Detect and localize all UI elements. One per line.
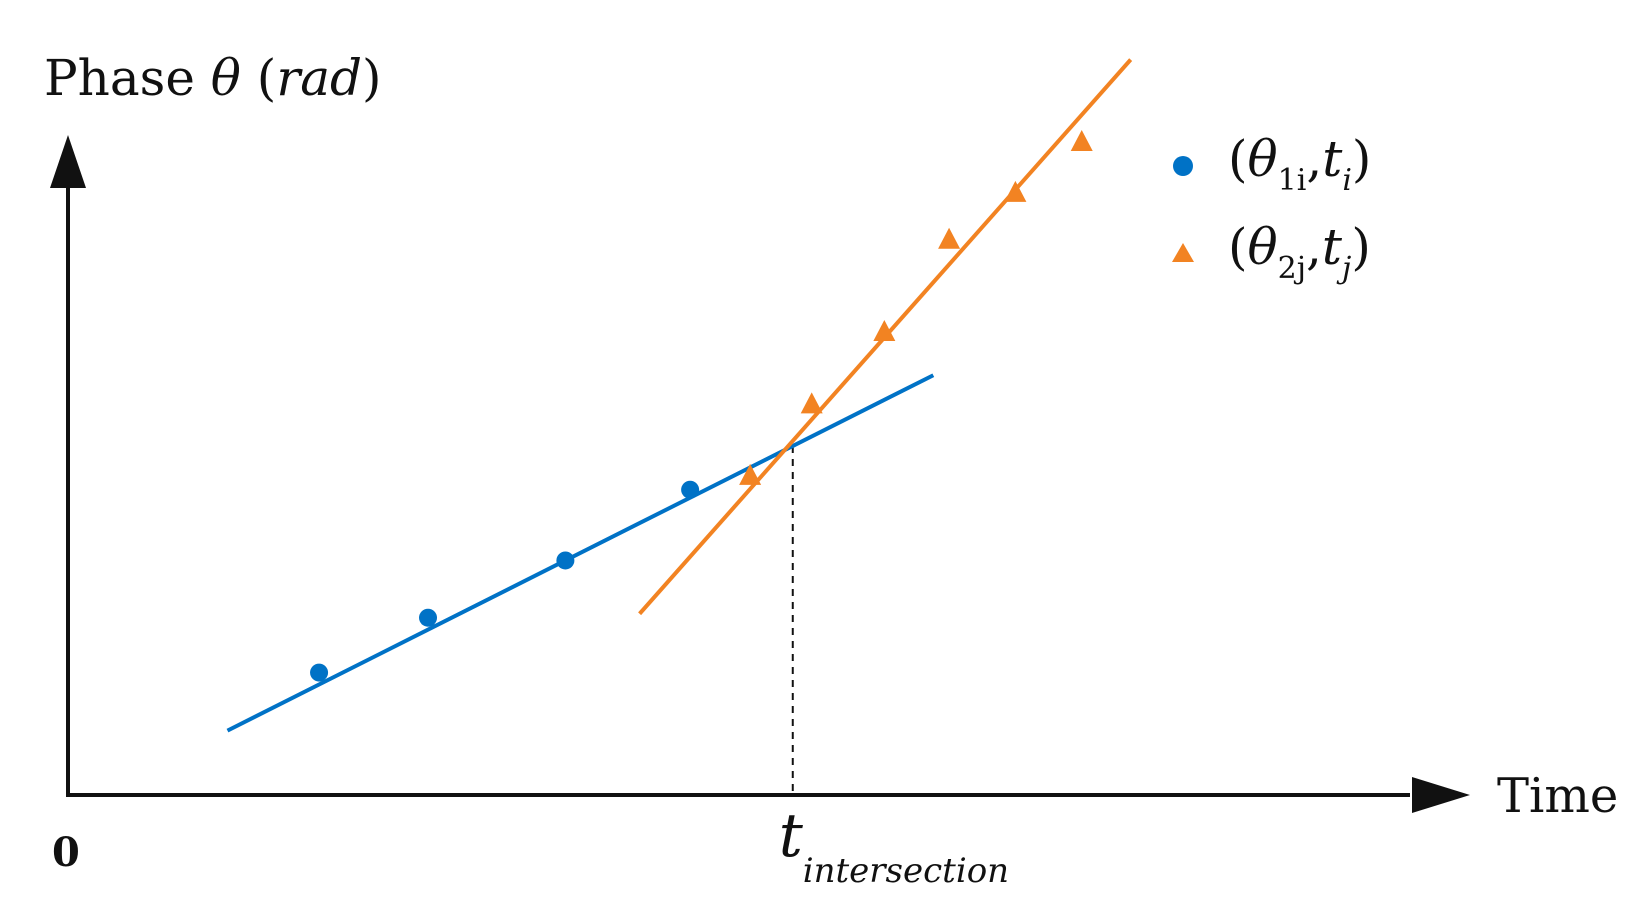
intersection-label: t intersection bbox=[779, 801, 1009, 891]
intersection-label-subscript: intersection bbox=[803, 851, 1009, 891]
x-axis-arrow bbox=[1412, 777, 1470, 813]
legend: (θ1i,ti) (θ2j,tj) bbox=[1172, 130, 1371, 286]
series-2-point bbox=[873, 320, 896, 342]
x-axis-label: Time bbox=[1497, 768, 1618, 824]
series-1-point bbox=[681, 480, 700, 499]
y-axis-label: Phase θ (rad) bbox=[44, 49, 382, 107]
series-1-point bbox=[419, 608, 438, 627]
series-1-fit-line bbox=[226, 373, 935, 733]
plot-area bbox=[226, 58, 1133, 795]
legend-marker-circle bbox=[1173, 156, 1193, 176]
series-2-point bbox=[739, 463, 762, 485]
intersection-label-t: t bbox=[779, 801, 804, 871]
series-1-point bbox=[556, 551, 575, 570]
legend-marker-triangle bbox=[1172, 243, 1194, 262]
series-1-point bbox=[310, 663, 329, 682]
series-2-point bbox=[1070, 130, 1093, 152]
y-axis-arrow bbox=[50, 135, 86, 188]
series-2-point bbox=[1004, 180, 1027, 202]
series-2-point bbox=[800, 392, 823, 414]
legend-label-series-2: (θ2j,tj) bbox=[1228, 218, 1371, 286]
origin-label: 0 bbox=[52, 829, 80, 876]
series-2-point bbox=[938, 227, 961, 249]
legend-label-series-1: (θ1i,ti) bbox=[1228, 130, 1371, 198]
